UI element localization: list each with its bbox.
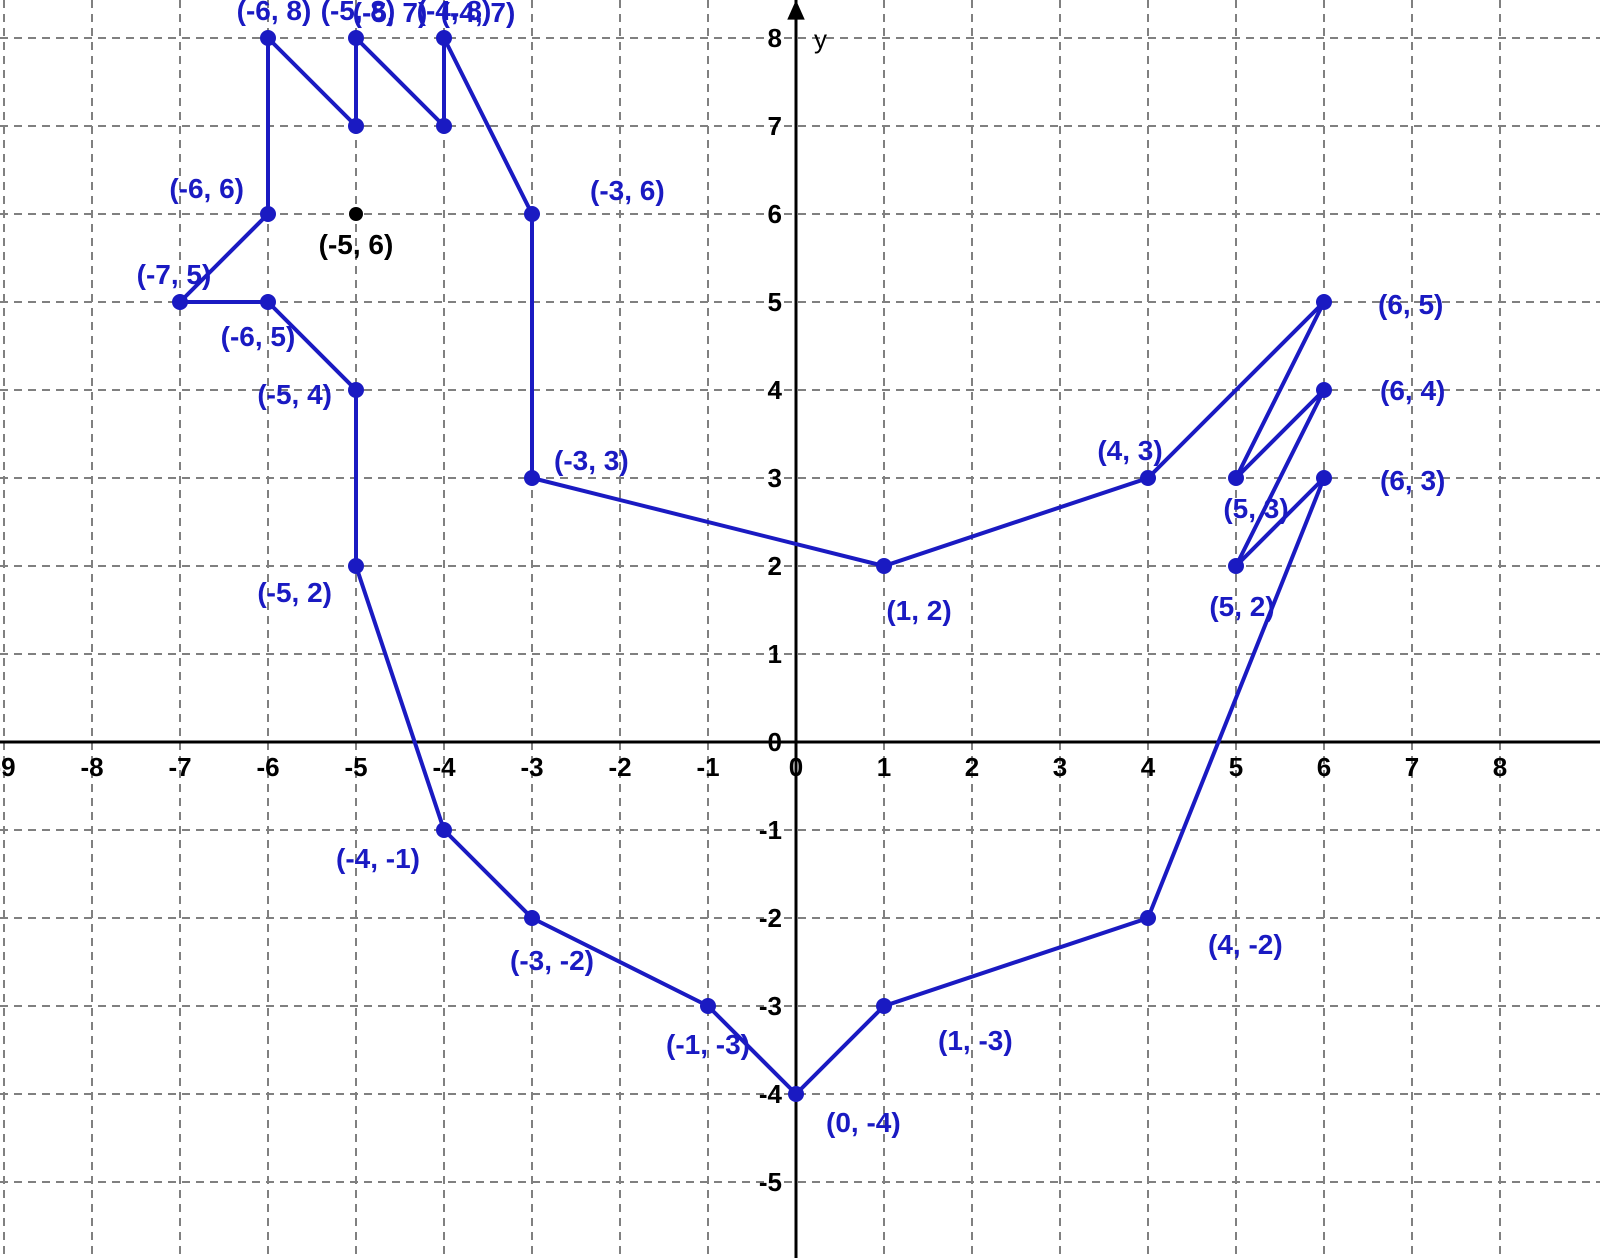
x-tick-label: -8	[80, 752, 103, 782]
vertex-dot	[1316, 470, 1332, 486]
coord-label: (6, 3)	[1380, 465, 1445, 496]
coordinate-plot: -9 -8 -7 -6 -5 -4 -3 -2 -1 0 1 2 3 4 5 6 7 8 -5 -4 -3 -2 -1 0 1 2…	[0, 0, 1600, 1258]
x-tick-label: 2	[965, 752, 979, 782]
coord-label: (-6, 6)	[169, 173, 244, 204]
coord-label: (1, 2)	[886, 595, 951, 626]
x-tick-label: 5	[1229, 752, 1243, 782]
vertex-dot	[436, 30, 452, 46]
vertex-dot	[348, 558, 364, 574]
x-tick-label: -6	[256, 752, 279, 782]
y-tick-label: 0	[768, 727, 782, 757]
coord-label: (-5, 6)	[319, 229, 394, 260]
coord-label: (5, 2)	[1209, 591, 1274, 622]
vertex-dot	[1228, 558, 1244, 574]
x-tick-label: -5	[344, 752, 367, 782]
coord-label: (4, -2)	[1208, 929, 1283, 960]
vertex-dot	[436, 118, 452, 134]
coord-label: (-4, -1)	[336, 843, 420, 874]
x-tick-label: 3	[1053, 752, 1067, 782]
vertex-dot	[1316, 382, 1332, 398]
vertex-dot	[524, 910, 540, 926]
vertex-dot	[1316, 294, 1332, 310]
vertex-dot	[172, 294, 188, 310]
x-tick-label: 0	[789, 752, 803, 782]
coord-label: (-3, -2)	[510, 945, 594, 976]
x-tick-label: -1	[696, 752, 719, 782]
vertex-dot	[700, 998, 716, 1014]
y-tick-label: 6	[768, 199, 782, 229]
vertex-dot	[348, 382, 364, 398]
y-tick-label: 7	[768, 111, 782, 141]
y-tick-label: 8	[768, 23, 782, 53]
vertex-dot	[436, 822, 452, 838]
y-tick-label: 3	[768, 463, 782, 493]
y-tick-label: 1	[768, 639, 782, 669]
coord-label: (-7, 5)	[137, 259, 212, 290]
eye-point	[349, 207, 363, 221]
y-axis-label: y	[814, 24, 827, 54]
coord-label: (-6, 8)	[237, 0, 312, 26]
x-tick-label: -9	[0, 752, 16, 782]
x-tick-label: -2	[608, 752, 631, 782]
coord-label: (4, 3)	[1097, 435, 1162, 466]
x-tick-label: 7	[1405, 752, 1419, 782]
coord-label: (0, -4)	[826, 1107, 901, 1138]
coord-label: (-5, 2)	[257, 577, 332, 608]
coord-label: (-6, 5)	[221, 321, 296, 352]
coord-label: (1, -3)	[938, 1025, 1013, 1056]
y-tick-label: -3	[759, 991, 782, 1021]
x-tick-label: -4	[432, 752, 456, 782]
vertex-dot	[524, 470, 540, 486]
y-tick-label: -5	[759, 1167, 782, 1197]
coord-label: (5, 3)	[1223, 493, 1288, 524]
vertex-dot	[260, 206, 276, 222]
vertex-dot	[876, 558, 892, 574]
x-tick-label: -7	[168, 752, 191, 782]
y-tick-label: 2	[768, 551, 782, 581]
vertex-dot	[260, 30, 276, 46]
vertex-dot	[876, 998, 892, 1014]
coord-label: (-3, 6)	[590, 175, 665, 206]
x-tick-label: 4	[1141, 752, 1156, 782]
coord-label: (-4, 8)	[417, 0, 492, 26]
y-tick-label: -1	[759, 815, 782, 845]
coord-label: (-5, 4)	[257, 379, 332, 410]
vertex-dot	[1140, 910, 1156, 926]
coord-label: (6, 4)	[1380, 375, 1445, 406]
x-tick-label: -3	[520, 752, 543, 782]
y-tick-label: -4	[759, 1079, 783, 1109]
coord-label: (6, 5)	[1378, 289, 1443, 320]
vertex-dot	[348, 30, 364, 46]
y-tick-label: 4	[768, 375, 783, 405]
x-tick-label: 6	[1317, 752, 1331, 782]
vertex-dot	[788, 1086, 804, 1102]
x-tick-label: 1	[877, 752, 891, 782]
coord-label: (-1, -3)	[666, 1029, 750, 1060]
x-tick-label: 8	[1493, 752, 1507, 782]
vertex-dot	[524, 206, 540, 222]
vertex-dot	[1228, 470, 1244, 486]
vertex-dot	[260, 294, 276, 310]
y-tick-label: 5	[768, 287, 782, 317]
vertex-dot	[1140, 470, 1156, 486]
vertex-dot	[348, 118, 364, 134]
coord-label: (-3, 3)	[554, 445, 629, 476]
coord-label: (-5, 8)	[321, 0, 396, 26]
y-tick-label: -2	[759, 903, 782, 933]
plot-svg: -9 -8 -7 -6 -5 -4 -3 -2 -1 0 1 2 3 4 5 6 7 8 -5 -4 -3 -2 -1 0 1 2…	[0, 0, 1600, 1258]
